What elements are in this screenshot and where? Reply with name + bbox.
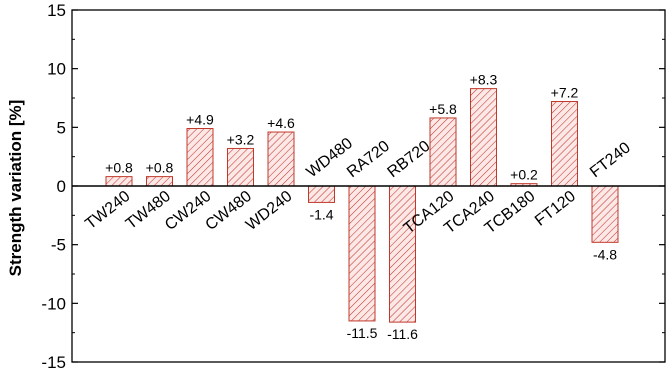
value-label-WD480: -1.4 — [309, 206, 333, 222]
value-label-TCA240: +8.3 — [470, 72, 498, 88]
bar-FT240 — [591, 185, 619, 243]
value-label-RB720: -11.6 — [387, 326, 418, 342]
bar-FT120 — [551, 101, 578, 187]
value-label-CW240: +4.9 — [186, 112, 214, 128]
bar-TW480 — [146, 176, 173, 187]
y-axis-title: Strength variation [%] — [6, 100, 25, 277]
bar-TW240 — [105, 176, 133, 187]
bar-TCA240 — [470, 88, 497, 187]
value-label-TCB180: +0.2 — [510, 167, 538, 183]
y-tick-label: 15 — [47, 1, 66, 20]
value-label-WD240: +4.6 — [267, 115, 295, 131]
y-tick-label: -5 — [51, 236, 66, 255]
value-label-RA720: -11.5 — [347, 325, 378, 341]
bar-RB720 — [389, 185, 416, 323]
category-label-FT120: FT120 — [532, 188, 579, 230]
value-label-TW240: +0.8 — [105, 160, 133, 176]
category-label-FT240: FT240 — [587, 139, 634, 181]
category-label-WD240: WD240 — [243, 188, 296, 234]
bars — [72, 88, 665, 323]
bar-CW480 — [227, 147, 254, 187]
value-label-FT240: -4.8 — [593, 246, 617, 262]
y-tick-label: 5 — [57, 118, 66, 137]
value-label-CW480: +3.2 — [227, 131, 255, 147]
y-tick-label: -10 — [41, 294, 66, 313]
bar-CW240 — [186, 128, 214, 187]
value-label-TW480: +0.8 — [146, 160, 174, 176]
category-label-TW240: TW240 — [82, 188, 133, 233]
value-label-TCA120: +5.8 — [429, 101, 457, 117]
bar-RA720 — [348, 185, 376, 322]
bar-WD480 — [308, 185, 335, 203]
category-label-RB720: RB720 — [384, 138, 433, 182]
y-tick-label: -15 — [41, 353, 66, 371]
bar-WD240 — [267, 131, 295, 187]
value-label-FT120: +7.2 — [551, 85, 579, 101]
bar-TCA120 — [429, 117, 457, 187]
y-tick-label: 10 — [47, 60, 66, 79]
y-tick-label: 0 — [57, 177, 66, 196]
